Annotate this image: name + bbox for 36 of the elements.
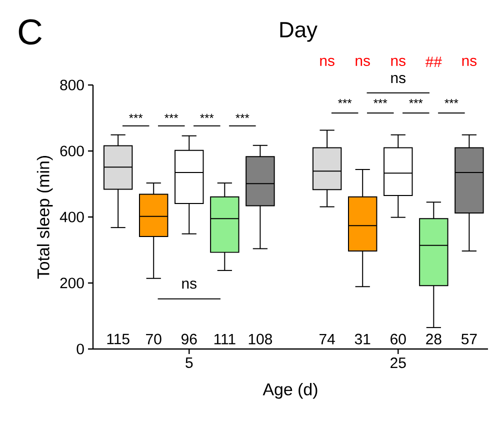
text: ns [462, 58, 477, 66]
text: C [18, 19, 42, 45]
annotation: *** [409, 99, 423, 104]
y-axis-title: Total sleep (min) [36, 156, 53, 279]
y-tick-label: 200 [60, 278, 84, 288]
annotation: *** [338, 99, 352, 104]
annotation: 28 [426, 334, 442, 344]
annotation: *** [444, 99, 458, 104]
annotation: *** [236, 114, 250, 118]
text: ns [391, 74, 406, 84]
annotation: 74 [320, 334, 335, 344]
annotation: ns [182, 280, 196, 289]
y-tick-label: 600 [60, 146, 84, 156]
annotation: 96 [182, 334, 197, 344]
y-tick-label: 800 [60, 80, 84, 90]
text: ns [391, 58, 406, 66]
annotation: 115 [107, 334, 130, 344]
y-tick-label: 0 [76, 344, 84, 354]
annotation: 111 [214, 334, 236, 344]
annotation: 108 [248, 334, 272, 344]
annotation: *** [164, 114, 178, 118]
x-axis-title: Age (d) [262, 382, 318, 399]
annotation: 57 [461, 334, 477, 344]
text: ns [356, 58, 370, 66]
annotation: 31 [354, 334, 370, 344]
x-tick-label: 25 [390, 358, 406, 368]
annotation: 70 [146, 334, 162, 344]
y-tick-label: 400 [60, 212, 84, 222]
x-tick-label: 5 [186, 358, 193, 368]
annotation: 60 [390, 334, 406, 344]
annotation: *** [374, 99, 388, 104]
text: ns [320, 58, 334, 66]
annotation: *** [200, 114, 214, 118]
chart-title: Day [280, 22, 318, 42]
annotation: *** [129, 114, 143, 118]
text: ## [425, 56, 442, 68]
